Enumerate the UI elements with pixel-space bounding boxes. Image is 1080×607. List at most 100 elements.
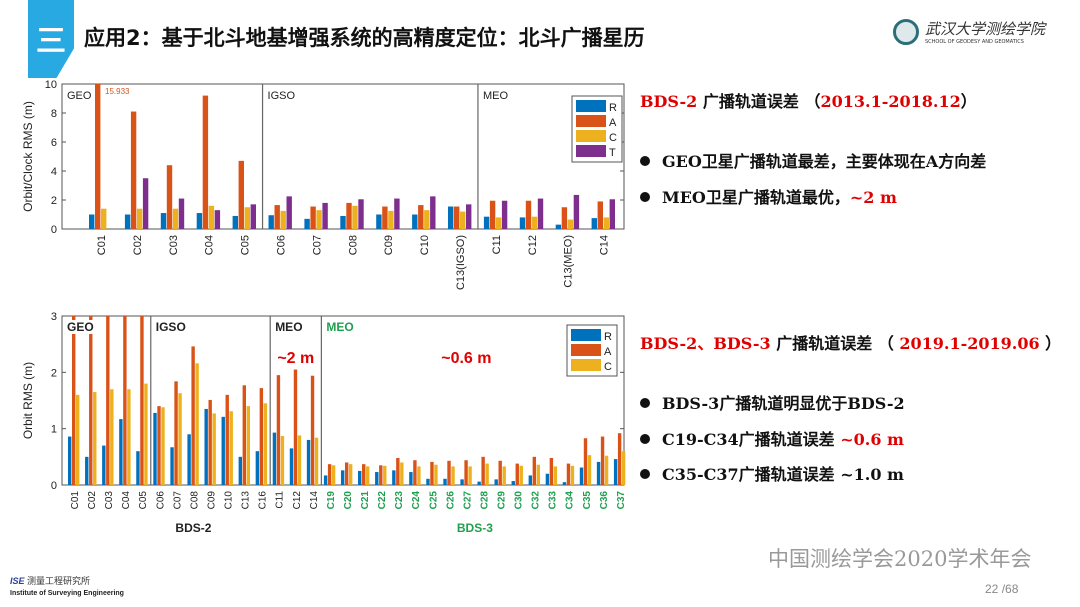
x-tick-label: C37: [616, 491, 627, 510]
x-tick-label: C11: [491, 235, 503, 254]
legend-swatch-C: [576, 130, 606, 142]
x-tick-label: C13(MEO): [563, 235, 575, 288]
y-tick-label: 3: [51, 311, 57, 323]
conference-name: 中国测绘学会2020学术年会: [768, 547, 1032, 571]
panel1-period: 2013.1-2018.12: [820, 92, 961, 111]
bar-A-C30: [515, 463, 519, 485]
bar-A-C08: [191, 346, 195, 485]
bar-R-C26: [443, 478, 447, 485]
bar-T-C03: [178, 198, 185, 229]
logo-cn: 武汉大学测绘学院: [925, 20, 1046, 38]
bar-R-C10: [221, 416, 225, 485]
y-tick-label: 4: [51, 166, 57, 178]
bar-C-C20: [348, 464, 353, 485]
bar-T-C02: [142, 178, 149, 229]
bar-R-C35: [579, 467, 584, 485]
value-annotation: ~2 m: [277, 350, 314, 367]
bullet-icon: [640, 192, 650, 202]
group-label-IGSO: IGSO: [156, 320, 186, 334]
bar-C-C21: [366, 466, 370, 485]
page-title: 应用2：基于北斗地基增强系统的高精度定位：北斗广播星历: [84, 26, 645, 50]
y-axis-label: Orbit/Clock RMS (m): [21, 101, 35, 212]
bar-T-C08: [358, 199, 364, 229]
bar-R-C23: [392, 470, 396, 485]
x-tick-label: C13: [241, 491, 252, 510]
x-tick-label: C28: [479, 491, 490, 510]
bar-C-C07: [316, 210, 322, 229]
x-tick-label: C25: [428, 491, 439, 510]
legend-label-T: T: [609, 147, 616, 159]
x-tick-label: C02: [132, 235, 144, 255]
bar-R-C16: [255, 451, 260, 485]
bullet-text: GEO卫星广播轨道最差，主要体现在A方向差: [662, 152, 987, 171]
bullet-icon: [640, 434, 650, 444]
legend-swatch-R: [576, 100, 606, 112]
bar-C-C35: [587, 455, 592, 485]
x-tick-label: C22: [377, 491, 388, 510]
bar-R-C33: [545, 473, 550, 485]
bar-R-C24: [409, 472, 413, 485]
bar-R-C09: [204, 408, 208, 485]
bar-A-C20: [344, 462, 349, 485]
bar-R-C28: [477, 481, 481, 485]
bar-C-C16: [263, 403, 268, 485]
bar-C-C01: [101, 208, 107, 229]
bar-A-C33: [549, 457, 554, 485]
bar-R-C13: [238, 456, 242, 485]
bar-T-C10: [430, 196, 436, 229]
bullet-icon: [640, 469, 650, 479]
bar-T-C09: [394, 198, 400, 229]
panel2-bullet-2: C19-C34广播轨道误差 ~0.6 m: [640, 426, 904, 450]
bar-T-C12: [537, 198, 544, 229]
bar-R-C07: [304, 218, 310, 229]
bar-R-C13(MEO): [555, 224, 562, 229]
section-badge: 三: [28, 0, 74, 78]
bar-R-C02: [124, 214, 131, 229]
ise-cn: 测量工程研究所: [27, 576, 91, 586]
bullet-text: MEO卫星广播轨道最优，: [662, 188, 850, 207]
x-tick-label: C12: [292, 491, 303, 510]
bar-R-C03: [160, 213, 167, 229]
bar-T-C13(MEO): [573, 194, 580, 229]
bar-R-C04: [196, 213, 203, 229]
bar-R-C12: [289, 448, 294, 485]
legend-swatch-R: [571, 329, 601, 341]
bar-A-C13: [242, 385, 246, 485]
bullet-text: BDS-3广播轨道明显优于BDS-2: [662, 394, 905, 413]
group-label-background: [66, 90, 93, 102]
bar-C-C03: [172, 208, 179, 229]
group-label-MEO: MEO: [275, 320, 302, 334]
panel2-label: 广播轨道误差 （: [770, 334, 900, 353]
x-tick-label: C14: [599, 235, 611, 255]
bar-R-C01: [68, 436, 72, 485]
bullet-text: C19-C34广播轨道误差: [662, 430, 841, 449]
group-label-GEO: GEO: [67, 320, 94, 334]
x-tick-label: C10: [419, 235, 431, 255]
x-tick-label: C07: [311, 235, 323, 255]
bar-C-C09: [388, 210, 394, 229]
x-tick-label: C26: [445, 491, 456, 510]
legend-label-C: C: [604, 361, 612, 373]
university-logo: 武汉大学测绘学院 SCHOOL OF GEODESY AND GEOMATICS: [893, 18, 1045, 45]
bar-A-C05: [140, 316, 144, 485]
bar-A-C05: [238, 160, 244, 229]
bar-A-C02: [130, 111, 137, 229]
bar-T-C04: [214, 210, 221, 229]
bar-R-C08: [340, 215, 346, 229]
bar-C-C30: [519, 465, 523, 485]
bullet-icon: [640, 398, 650, 408]
bar-R-C25: [426, 478, 430, 485]
bar-R-C29: [494, 479, 498, 485]
group-label-background: [154, 320, 187, 334]
bar-A-C06: [157, 406, 161, 485]
group-label-background: [481, 90, 510, 102]
bar-R-C05: [232, 215, 238, 229]
x-tick-label: C30: [514, 491, 525, 510]
bar-A-C35: [583, 438, 588, 485]
y-tick-label: 6: [51, 137, 57, 149]
bar-A-C16: [259, 388, 264, 485]
x-tick-label: C11: [275, 491, 286, 509]
legend-label-R: R: [609, 102, 617, 114]
x-tick-label: C21: [360, 491, 371, 510]
overflow-annotation: 15.933: [105, 87, 130, 96]
